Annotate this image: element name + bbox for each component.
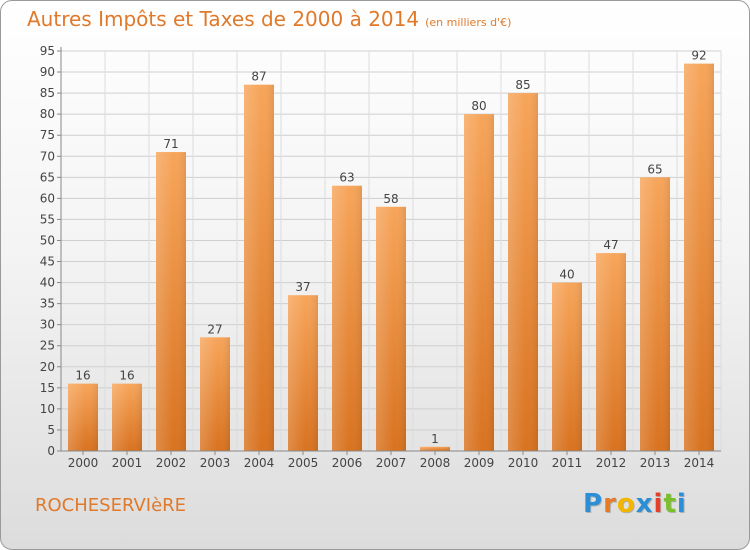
logo-letter: i bbox=[676, 489, 687, 519]
data-label-2003: 27 bbox=[207, 322, 222, 336]
logo-letter: x bbox=[635, 489, 654, 519]
y-tick-label: 65 bbox=[40, 170, 55, 184]
data-label-2014: 92 bbox=[691, 49, 706, 63]
y-tick-label: 45 bbox=[40, 255, 55, 269]
y-tick-label: 60 bbox=[40, 191, 55, 205]
bar-shade-2013 bbox=[640, 177, 670, 451]
data-label-2006: 63 bbox=[339, 171, 354, 185]
data-label-2004: 87 bbox=[251, 70, 266, 84]
y-tick-label: 85 bbox=[40, 86, 55, 100]
x-tick-label-2005: 2005 bbox=[288, 456, 319, 470]
bar-shade-2009 bbox=[464, 114, 494, 451]
x-tick-label-2006: 2006 bbox=[332, 456, 363, 470]
commune-name: ROCHESERVIèRE bbox=[35, 495, 187, 516]
data-label-2001: 16 bbox=[119, 369, 134, 383]
y-tick-label: 70 bbox=[40, 149, 55, 163]
x-tick-label-2004: 2004 bbox=[244, 456, 275, 470]
x-tick-label-2000: 2000 bbox=[68, 456, 99, 470]
x-tick-label-2014: 2014 bbox=[684, 456, 715, 470]
chart-title: Autres Impôts et Taxes de 2000 à 2014 (en… bbox=[27, 7, 511, 31]
logo-letter: r bbox=[603, 489, 617, 519]
x-tick-label-2007: 2007 bbox=[376, 456, 407, 470]
x-tick-label-2009: 2009 bbox=[464, 456, 495, 470]
x-tick-label-2003: 2003 bbox=[200, 456, 231, 470]
bar-shade-2004 bbox=[244, 84, 274, 452]
y-tick-label: 35 bbox=[40, 297, 55, 311]
axes: 0 5 10 15 20 25 30 35 40 45 50 55 60 65 70 75 80 85 90 95 20… bbox=[40, 44, 721, 470]
data-label-2005: 37 bbox=[295, 280, 310, 294]
data-label-2009: 80 bbox=[471, 99, 486, 113]
bar-shade-2012 bbox=[596, 253, 626, 451]
data-label-2002: 71 bbox=[163, 137, 178, 151]
logo-letter: i bbox=[653, 489, 664, 519]
logo-letter: P bbox=[583, 489, 604, 519]
data-label-2010: 85 bbox=[515, 78, 530, 92]
bar-shade-2003 bbox=[200, 337, 230, 451]
bar-shade-2010 bbox=[508, 93, 538, 452]
data-label-2011: 40 bbox=[559, 268, 574, 282]
y-tick-label: 55 bbox=[40, 212, 55, 226]
y-tick-label: 30 bbox=[40, 318, 55, 332]
data-label-2008: 1 bbox=[431, 432, 439, 446]
bars bbox=[68, 63, 714, 452]
y-tick-label: 90 bbox=[40, 65, 55, 79]
bar-shade-2006 bbox=[332, 185, 362, 451]
bar-shade-2011 bbox=[552, 282, 582, 451]
x-tick-label-2013: 2013 bbox=[640, 456, 671, 470]
x-tick-label-2012: 2012 bbox=[596, 456, 627, 470]
bar-shade-2002 bbox=[156, 152, 186, 452]
bar-shade-2014 bbox=[684, 63, 714, 451]
data-label-2013: 65 bbox=[647, 162, 662, 176]
y-tick-label: 40 bbox=[40, 276, 55, 290]
y-tick-label: 5 bbox=[47, 423, 55, 437]
y-tick-label: 75 bbox=[40, 128, 55, 142]
logo-letter: t bbox=[663, 489, 677, 519]
y-tick-label: 95 bbox=[40, 44, 55, 58]
bar-shade-2000 bbox=[68, 383, 98, 451]
proxiti-logo: Proxiti bbox=[583, 489, 687, 519]
x-tick-label-2011: 2011 bbox=[552, 456, 583, 470]
y-tick-label: 50 bbox=[40, 233, 55, 247]
bar-shade-2008 bbox=[420, 446, 450, 451]
y-tick-label: 15 bbox=[40, 381, 55, 395]
y-tick-label: 0 bbox=[47, 444, 55, 458]
x-tick-label-2002: 2002 bbox=[156, 456, 187, 470]
bar-shade-2001 bbox=[112, 383, 142, 451]
y-tick-label: 80 bbox=[40, 107, 55, 121]
chart-subtitle: (en milliers d'€) bbox=[425, 16, 512, 29]
data-label-2007: 58 bbox=[383, 192, 398, 206]
bar-shade-2005 bbox=[288, 295, 318, 451]
bar-shade-2007 bbox=[376, 206, 406, 451]
data-labels: 16 16 71 27 87 37 63 58 1 80 85 40 47 65 92 bbox=[75, 49, 706, 446]
data-label-2012: 47 bbox=[603, 238, 618, 252]
x-tick-label-2010: 2010 bbox=[508, 456, 539, 470]
x-tick-label-2008: 2008 bbox=[420, 456, 451, 470]
chart-title-text: Autres Impôts et Taxes de 2000 à 2014 bbox=[27, 7, 420, 31]
x-tick-label-2001: 2001 bbox=[112, 456, 143, 470]
y-tick-label: 20 bbox=[40, 360, 55, 374]
data-label-2000: 16 bbox=[75, 369, 90, 383]
y-tick-label: 25 bbox=[40, 339, 55, 353]
logo-letter: o bbox=[616, 489, 636, 519]
y-tick-label: 10 bbox=[40, 402, 55, 416]
